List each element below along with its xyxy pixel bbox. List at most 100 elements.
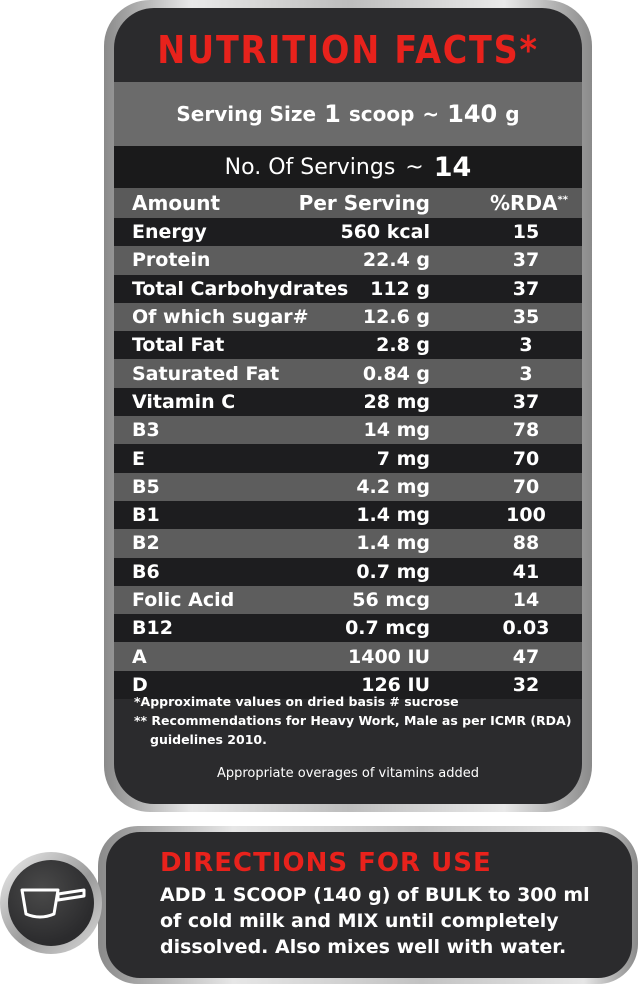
row-name: Energy [132, 221, 207, 244]
nutrition-rows: Energy 560 kcal 15 Protein 22.4 g 37 Total C… [114, 218, 582, 700]
row-name: Total Fat [132, 334, 225, 357]
directions-line-2: of cold milk and MIX until completely [160, 910, 559, 932]
row-rda: 14 [512, 589, 540, 611]
row-name: B6 [132, 560, 160, 583]
row-name: D [132, 673, 148, 696]
table-row: B1 1.4 mg 100 [114, 500, 582, 530]
row-name: B2 [132, 532, 160, 555]
serving-size-label: Serving Size [176, 102, 317, 126]
servings-bar: No. Of Servings ~ 14 [114, 146, 582, 188]
row-rda: 88 [512, 532, 540, 555]
row-name: Protein [132, 249, 211, 272]
row-rda: 100 [506, 504, 546, 527]
row-rda: 32 [512, 673, 540, 696]
serving-size-approx: ~ [422, 102, 440, 126]
row-value: 1.4 mg [356, 532, 430, 555]
footnote-rec-2: guidelines 2010. [150, 732, 267, 747]
overage-note: Appropriate overages of vitamins added [216, 766, 480, 781]
table-row: E 7 mg 70 [114, 444, 582, 473]
header-rda: %RDA** [490, 191, 568, 215]
servings-value: 14 [433, 151, 472, 183]
row-value: 4.2 mg [356, 475, 430, 498]
footnotes: *Approximate values on dried basis # suc… [134, 692, 574, 749]
row-value: 56 mcg [352, 589, 430, 611]
nutrition-facts-panel: NUTRITION FACTS* Serving Size 1 scoop ~ … [114, 8, 582, 804]
footnote-approx: *Approximate values on dried basis # suc… [134, 694, 459, 709]
row-name: B3 [132, 419, 160, 442]
servings-approx: ~ [405, 154, 424, 180]
row-name: B5 [132, 475, 160, 498]
serving-size-amount: 1 [324, 100, 341, 128]
row-rda: 37 [512, 277, 540, 300]
row-rda: 70 [512, 475, 540, 498]
serving-size-unit: scoop [348, 102, 415, 126]
row-value: 22.4 g [362, 249, 430, 272]
table-row: B2 1.4 mg 88 [114, 529, 582, 558]
row-rda: 0.03 [502, 617, 550, 640]
row-rda: 78 [512, 419, 540, 442]
row-name: A [132, 645, 147, 668]
header-per-serving: Per Serving [298, 191, 430, 215]
row-value: 0.7 mcg [345, 617, 430, 640]
table-row: B6 0.7 mg 41 [114, 557, 582, 586]
row-rda: 35 [512, 306, 540, 329]
row-value: 0.7 mg [356, 560, 430, 583]
row-value: 7 mg [376, 447, 430, 470]
row-name: Folic Acid [132, 589, 235, 611]
row-value: 28 mg [363, 390, 430, 413]
table-row: B12 0.7 mcg 0.03 [114, 614, 582, 643]
table-row: Energy 560 kcal 15 [114, 218, 582, 247]
row-name: Vitamin C [132, 390, 236, 413]
row-rda: 15 [512, 221, 540, 244]
row-value: 12.6 g [362, 306, 430, 329]
table-row: Total Carbohydrates 112 g 37 [114, 274, 582, 303]
row-value: 2.8 g [376, 334, 430, 357]
row-name: E [132, 447, 145, 470]
row-rda: 41 [512, 560, 540, 583]
directions-title: DIRECTIONS FOR USE [160, 848, 492, 878]
row-name: Total Carbohydrates [132, 277, 349, 300]
row-rda: 3 [519, 362, 533, 385]
table-row: Vitamin C 28 mg 37 [114, 387, 582, 417]
row-name: Saturated Fat [132, 362, 280, 385]
scoop-icon [20, 888, 86, 919]
row-name: Of which sugar# [132, 306, 309, 329]
table-row: Saturated Fat 0.84 g 3 [114, 359, 582, 388]
directions-line-1: ADD 1 SCOOP (140 g) of BULK to 300 ml [160, 884, 590, 906]
table-header: Amount Per Serving %RDA** [114, 188, 582, 218]
header-rda-mark: ** [557, 194, 568, 206]
row-value: 14 mg [363, 419, 430, 442]
table-row: A 1400 IU 47 [114, 642, 582, 671]
row-value: 1400 IU [348, 645, 430, 668]
header-amount: Amount [132, 191, 221, 215]
panel-title: NUTRITION FACTS* [157, 28, 539, 72]
directions-line-3: dissolved. Also mixes well with water. [160, 936, 567, 958]
row-name: B1 [132, 504, 160, 527]
serving-size-weight-unit: g [505, 102, 520, 126]
row-rda: 37 [512, 249, 540, 272]
row-rda: 47 [512, 645, 540, 668]
row-value: 126 IU [361, 673, 430, 696]
directions-text: ADD 1 SCOOP (140 g) of BULK to 300 ml of… [160, 882, 630, 960]
servings-label: No. Of Servings [224, 154, 396, 180]
row-value: 1.4 mg [356, 504, 430, 527]
row-name: B12 [132, 617, 173, 640]
table-row: Folic Acid 56 mcg 14 [114, 585, 582, 615]
row-rda: 70 [512, 447, 540, 470]
table-row: Total Fat 2.8 g 3 [114, 331, 582, 360]
scoop-badge [8, 860, 94, 946]
header-rda-label: %RDA [490, 191, 558, 215]
serving-size-bar: Serving Size 1 scoop ~ 140 g [114, 82, 582, 146]
row-value: 0.84 g [362, 362, 430, 385]
table-row: B5 4.2 mg 70 [114, 472, 582, 501]
serving-size-weight: 140 [447, 100, 498, 128]
table-row: B3 14 mg 78 [114, 416, 582, 445]
table-row: D 126 IU 32 [114, 670, 582, 700]
row-rda: 3 [519, 334, 533, 357]
directions-box [106, 832, 632, 978]
table-row: Protein 22.4 g 37 [114, 246, 582, 275]
row-value: 112 g [370, 277, 430, 300]
row-value: 560 kcal [340, 221, 430, 244]
footnote-rec-1: ** Recommendations for Heavy Work, Male … [134, 713, 572, 728]
row-rda: 37 [512, 390, 540, 413]
